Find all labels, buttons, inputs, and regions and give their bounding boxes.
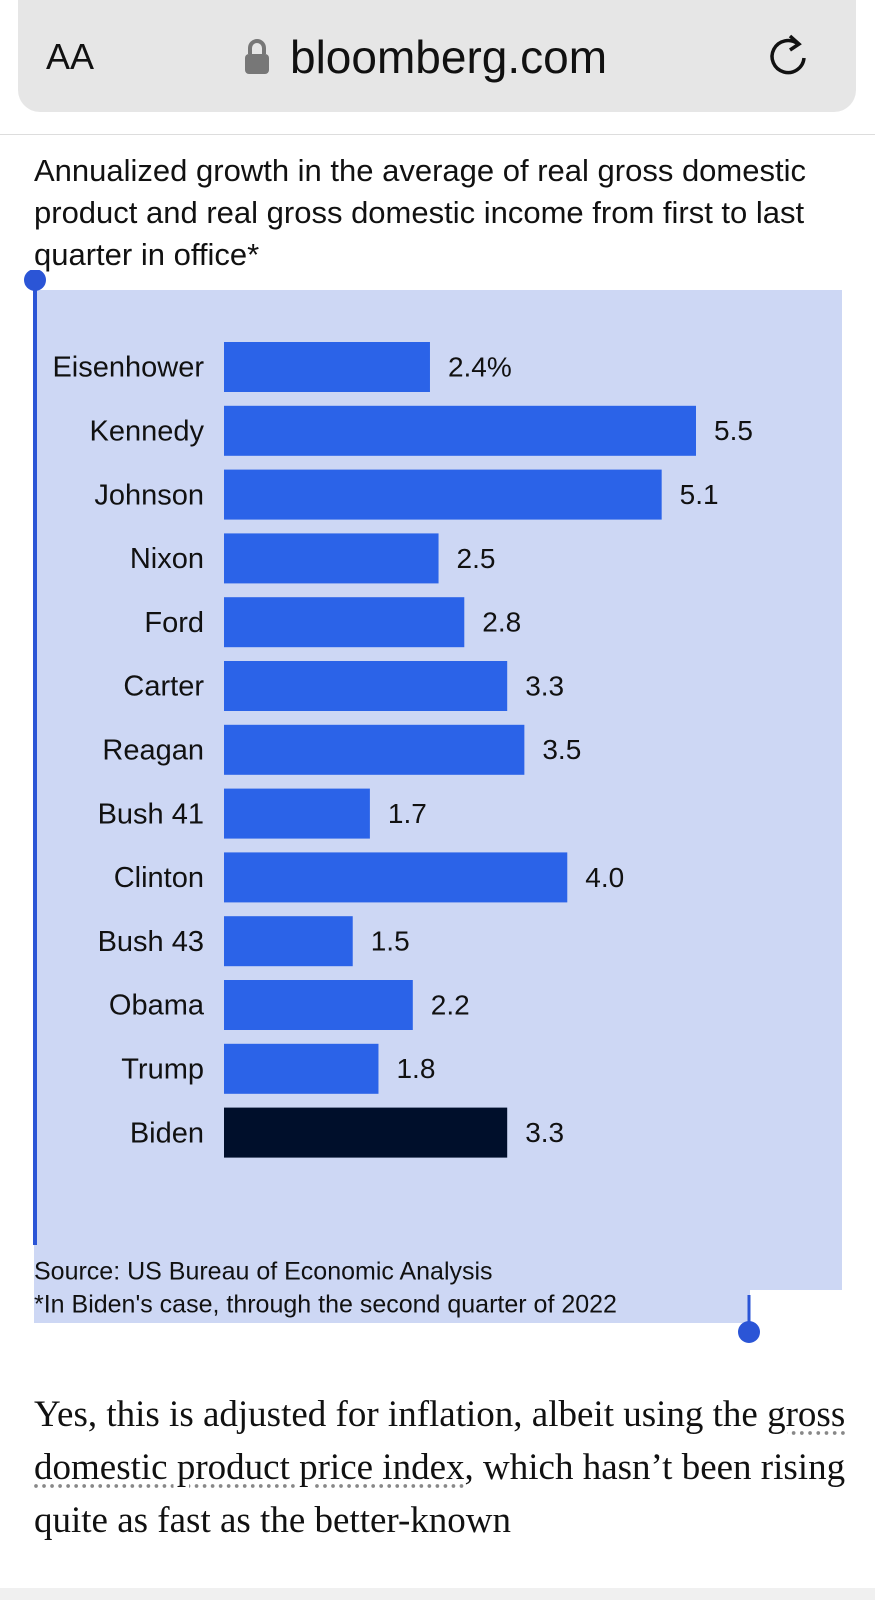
value-label: 3.5: [542, 734, 581, 765]
selection-highlight: [34, 1290, 750, 1323]
category-label: Reagan: [102, 734, 204, 766]
source: Source: US Bureau of Economic Analysis: [34, 1258, 493, 1286]
category-label: Ford: [144, 607, 204, 639]
paragraph-text: Yes, this is adjusted for inflation, alb…: [34, 1394, 768, 1435]
bar: [224, 980, 413, 1030]
reload-button[interactable]: [766, 30, 812, 80]
value-label: 4.0: [585, 862, 624, 893]
category-label: Eisenhower: [52, 352, 204, 384]
category-label: Obama: [109, 990, 205, 1022]
article-paragraph: Yes, this is adjusted for inflation, alb…: [34, 1388, 854, 1547]
bar: [224, 788, 370, 839]
category-label: Nixon: [130, 543, 204, 575]
value-label: 2.8: [482, 607, 521, 638]
value-label: 3.3: [525, 1117, 564, 1148]
value-label: 2.4%: [448, 351, 512, 382]
paragraph-text: , which hasn’t been rising quite as fast…: [34, 1447, 846, 1541]
url[interactable]: bloomberg.com: [290, 31, 608, 83]
selection-handle[interactable]: [738, 1321, 760, 1343]
bar: [224, 405, 696, 456]
bar: [224, 533, 439, 584]
value-label: 3.3: [525, 670, 564, 701]
selection-handle[interactable]: [24, 270, 46, 291]
category-label: Johnson: [94, 479, 204, 511]
address-bar[interactable]: [18, 0, 856, 112]
chart-title: Annualized growth in the average of real…: [34, 153, 806, 272]
footnote: *In Biden's case, through the second qua…: [34, 1291, 617, 1319]
category-label: Clinton: [114, 862, 204, 894]
category-label: Bush 41: [98, 798, 204, 830]
chart: Source: US Bureau of Economic Analysis *…: [24, 270, 842, 1343]
value-label: 1.7: [388, 798, 427, 829]
value-label: 2.2: [431, 989, 470, 1020]
divider: [0, 134, 875, 135]
bar: [224, 661, 508, 711]
link[interactable]: gross domestic product price index: [34, 1394, 846, 1488]
value-label: 1.8: [396, 1053, 435, 1084]
bar: [224, 1043, 379, 1094]
category-label: Carter: [123, 671, 204, 703]
value-label: 1.5: [371, 926, 410, 957]
value-label: 5.5: [714, 415, 753, 446]
bar: [224, 916, 353, 967]
bar: [224, 469, 662, 520]
category-label: Trump: [121, 1053, 204, 1085]
value-label: 2.5: [457, 543, 496, 574]
bar: [224, 724, 525, 775]
value-label: 5.1: [680, 479, 719, 510]
bar: [224, 597, 465, 648]
toolbar-edge: [0, 1588, 875, 1600]
bar: [224, 342, 430, 392]
category-label: Biden: [130, 1117, 204, 1149]
lock-icon: [245, 39, 269, 74]
bar: [224, 1107, 508, 1158]
category-label: Kennedy: [90, 415, 205, 447]
category-label: Bush 43: [98, 926, 204, 958]
text-size-button[interactable]: AA: [46, 36, 95, 77]
bar: [224, 852, 568, 903]
